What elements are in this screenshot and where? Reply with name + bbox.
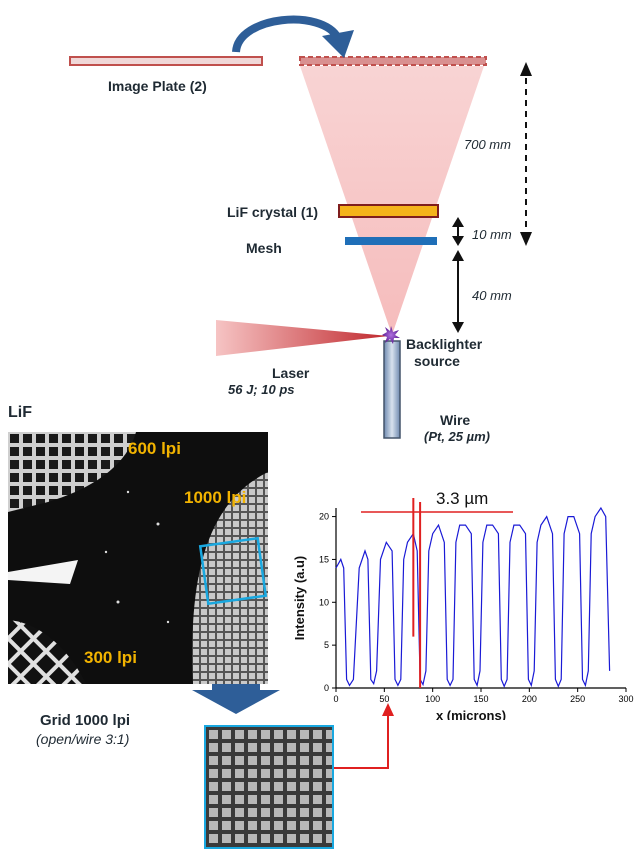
wire-label: Wire [440,412,471,428]
image-plate-final [299,56,487,66]
move-arrow [232,15,342,53]
laser-label: Laser [272,365,310,381]
lpi-1000-label: 1000 lpi [184,488,247,507]
x-tick-label: 200 [522,694,537,704]
wire [383,340,401,439]
lif-panel-title: LiF [8,404,32,421]
x-tick-label: 50 [379,694,389,704]
grid-label: Grid 1000 lpi [40,712,131,729]
backlighter-label-line1: Backlighter [406,336,483,352]
mesh [345,237,437,245]
distance-700-label: 700 mm [464,137,511,152]
y-tick-label: 20 [319,512,329,522]
diffraction-beam [300,66,484,335]
intensity-series-line [335,506,611,688]
width-annotation: 3.3 µm [436,489,488,508]
grid-highlight-box [198,536,268,606]
x-tick-label: 250 [570,694,585,704]
y-tick-label: 15 [319,554,329,564]
y-tick-label: 10 [319,597,329,607]
backlighter-source-icon [382,326,400,344]
backlighter-label-line2: source [414,353,460,369]
wire-params: (Pt, 25 µm) [424,429,491,444]
intensity-plot: 0 50 100 150 200 250 300 0 5 10 15 20 3.3 µm x (micro… [292,489,634,720]
x-tick-label: 0 [333,694,338,704]
lif-crystal [338,204,439,218]
x-tick-label: 100 [425,694,440,704]
lif-image-render [8,432,268,684]
y-tick-label: 5 [324,640,329,650]
distance-40-label: 40 mm [472,288,512,303]
y-tick-label: 0 [324,683,329,693]
x-axis-label: x (microns) [436,708,506,720]
laser-params: 56 J; 10 ps [228,382,295,397]
grid-zoom-image [204,725,334,849]
image-plate-initial [69,56,263,66]
lif-crystal-label: LiF crystal (1) [227,204,319,220]
grid-zoom-render [206,727,332,847]
laser-beam [216,320,389,356]
lpi-600-label: 600 lpi [128,439,181,458]
distance-10-label: 10 mm [472,227,512,242]
image-plate-label: Image Plate (2) [108,78,207,94]
mesh-label: Mesh [246,240,282,256]
x-tick-label: 150 [473,694,488,704]
lpi-300-label: 300 lpi [84,648,137,667]
down-arrow-icon [192,676,280,714]
y-axis-label: Intensity (a.u) [292,556,307,641]
grid-ratio-label: (open/wire 3:1) [36,731,130,747]
x-tick-label: 300 [618,694,633,704]
move-arrow-head-icon [322,30,354,58]
distance-10-arrow [452,217,464,227]
lif-image [8,432,268,684]
